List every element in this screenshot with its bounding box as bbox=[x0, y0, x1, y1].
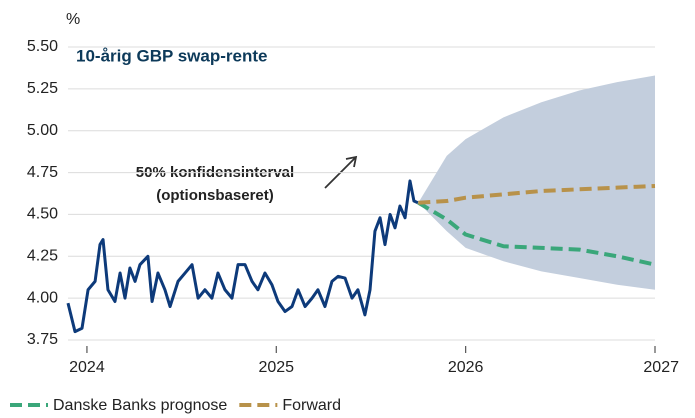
confidence-band bbox=[418, 75, 655, 290]
y-tick-label: 4.00 bbox=[27, 289, 58, 306]
annotation-arrow-head bbox=[345, 155, 358, 168]
history-line bbox=[66, 179, 419, 334]
y-tick-label: 4.75 bbox=[27, 164, 58, 181]
legend-label: Forward bbox=[282, 397, 341, 414]
y-tick-label: 4.25 bbox=[27, 248, 58, 265]
x-tick-label: 2025 bbox=[258, 359, 294, 376]
y-tick-label: 4.50 bbox=[27, 206, 58, 223]
y-tick-label: 5.50 bbox=[27, 38, 58, 55]
y-tick-label: 3.75 bbox=[27, 331, 58, 348]
x-tick-label: 2027 bbox=[643, 359, 679, 376]
legend-label: Danske Banks prognose bbox=[53, 397, 227, 414]
y-tick-label: 5.25 bbox=[27, 80, 58, 97]
annotation: (optionsbaseret) bbox=[156, 187, 274, 204]
y-unit: % bbox=[66, 11, 80, 28]
chart-title: 10-årig GBP swap-rente bbox=[76, 46, 267, 65]
x-tick-label: 2024 bbox=[69, 359, 105, 376]
forecast-line bbox=[417, 200, 656, 267]
y-tick-label: 5.00 bbox=[27, 122, 58, 139]
x-tick-label: 2026 bbox=[448, 359, 484, 376]
